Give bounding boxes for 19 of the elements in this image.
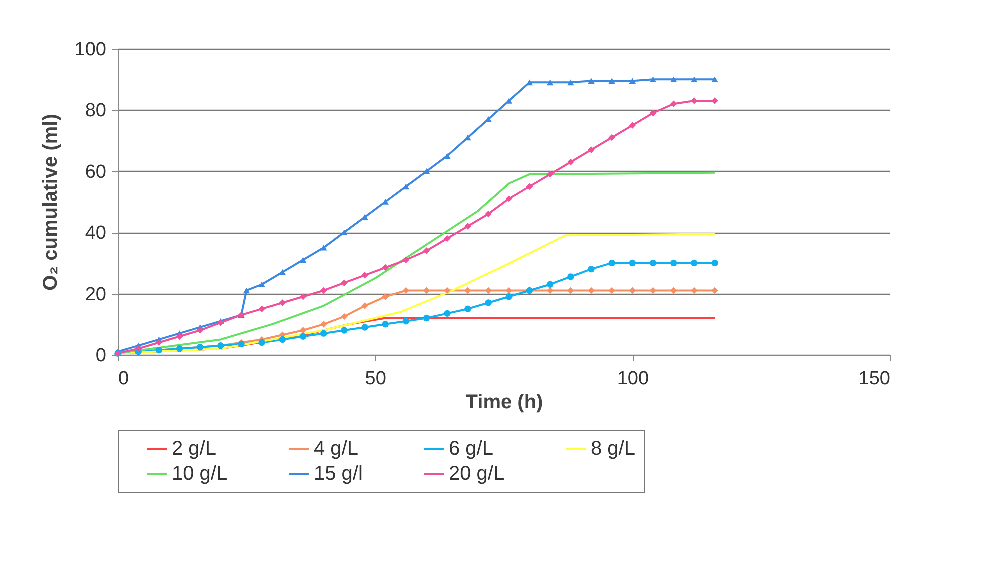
x-tick-label: 150	[858, 368, 890, 390]
x-axis-title: Time (h)	[466, 392, 544, 414]
x-tick-label: 100	[617, 368, 650, 390]
y-tick-label: 40	[85, 223, 106, 244]
legend-label: 8 g/L	[591, 438, 636, 460]
y-tick-label: 80	[85, 100, 106, 122]
y-axis-title: O₂ cumulative (ml)	[40, 114, 62, 291]
y-tick-label: 0	[96, 346, 106, 366]
x-tick-label: 0	[118, 368, 130, 390]
legend-label: 20 g/L	[449, 463, 505, 485]
legend-label: 2 g/L	[172, 438, 216, 460]
y-tick-label: 60	[85, 162, 106, 183]
legend-label: 15 g/l	[314, 463, 363, 485]
legend-label: 10 g/L	[172, 463, 228, 485]
legend-label: 4 g/L	[314, 438, 358, 460]
y-tick-label: 100	[74, 40, 106, 60]
y-tick-label: 20	[85, 284, 106, 306]
legend-label: 6 g/L	[449, 438, 494, 460]
x-tick-label: 50	[365, 368, 386, 390]
